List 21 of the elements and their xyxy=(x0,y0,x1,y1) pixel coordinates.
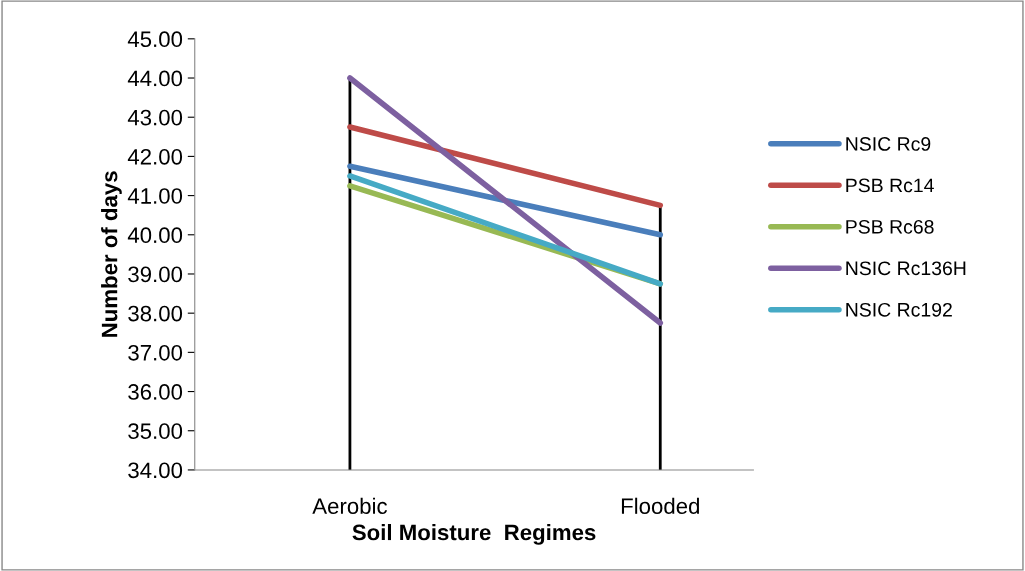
legend-label: NSIC Rc192 xyxy=(846,302,952,317)
legend-label: PSB Rc14 xyxy=(846,178,934,193)
y-tick-label: 42.00 xyxy=(127,148,183,165)
x-axis-title: Soil Moisture Regimes xyxy=(352,523,596,545)
y-tick-label: 38.00 xyxy=(128,305,183,322)
y-tick-label: 40.00 xyxy=(127,227,183,244)
y-tick-label: 35.00 xyxy=(128,423,183,440)
y-tick-label: 39.00 xyxy=(128,266,183,283)
y-tick-label: 45.00 xyxy=(127,31,183,48)
y-tick-label: 41.00 xyxy=(127,188,183,204)
x-tick-label: Aerobic xyxy=(312,497,388,515)
legend-label: NSIC Rc136H xyxy=(846,261,966,276)
y-tick-label: 34.00 xyxy=(128,462,183,479)
legend-label: NSIC Rc9 xyxy=(846,137,931,151)
legend-label: PSB Rc68 xyxy=(846,219,934,234)
y-tick-label: 43.00 xyxy=(127,109,183,126)
y-axis-title: Number of days xyxy=(101,171,122,337)
y-tick-label: 36.00 xyxy=(128,384,183,400)
y-tick-label: 44.00 xyxy=(127,70,183,87)
y-tick-label: 37.00 xyxy=(128,344,183,361)
x-tick-label: Flooded xyxy=(621,497,699,515)
